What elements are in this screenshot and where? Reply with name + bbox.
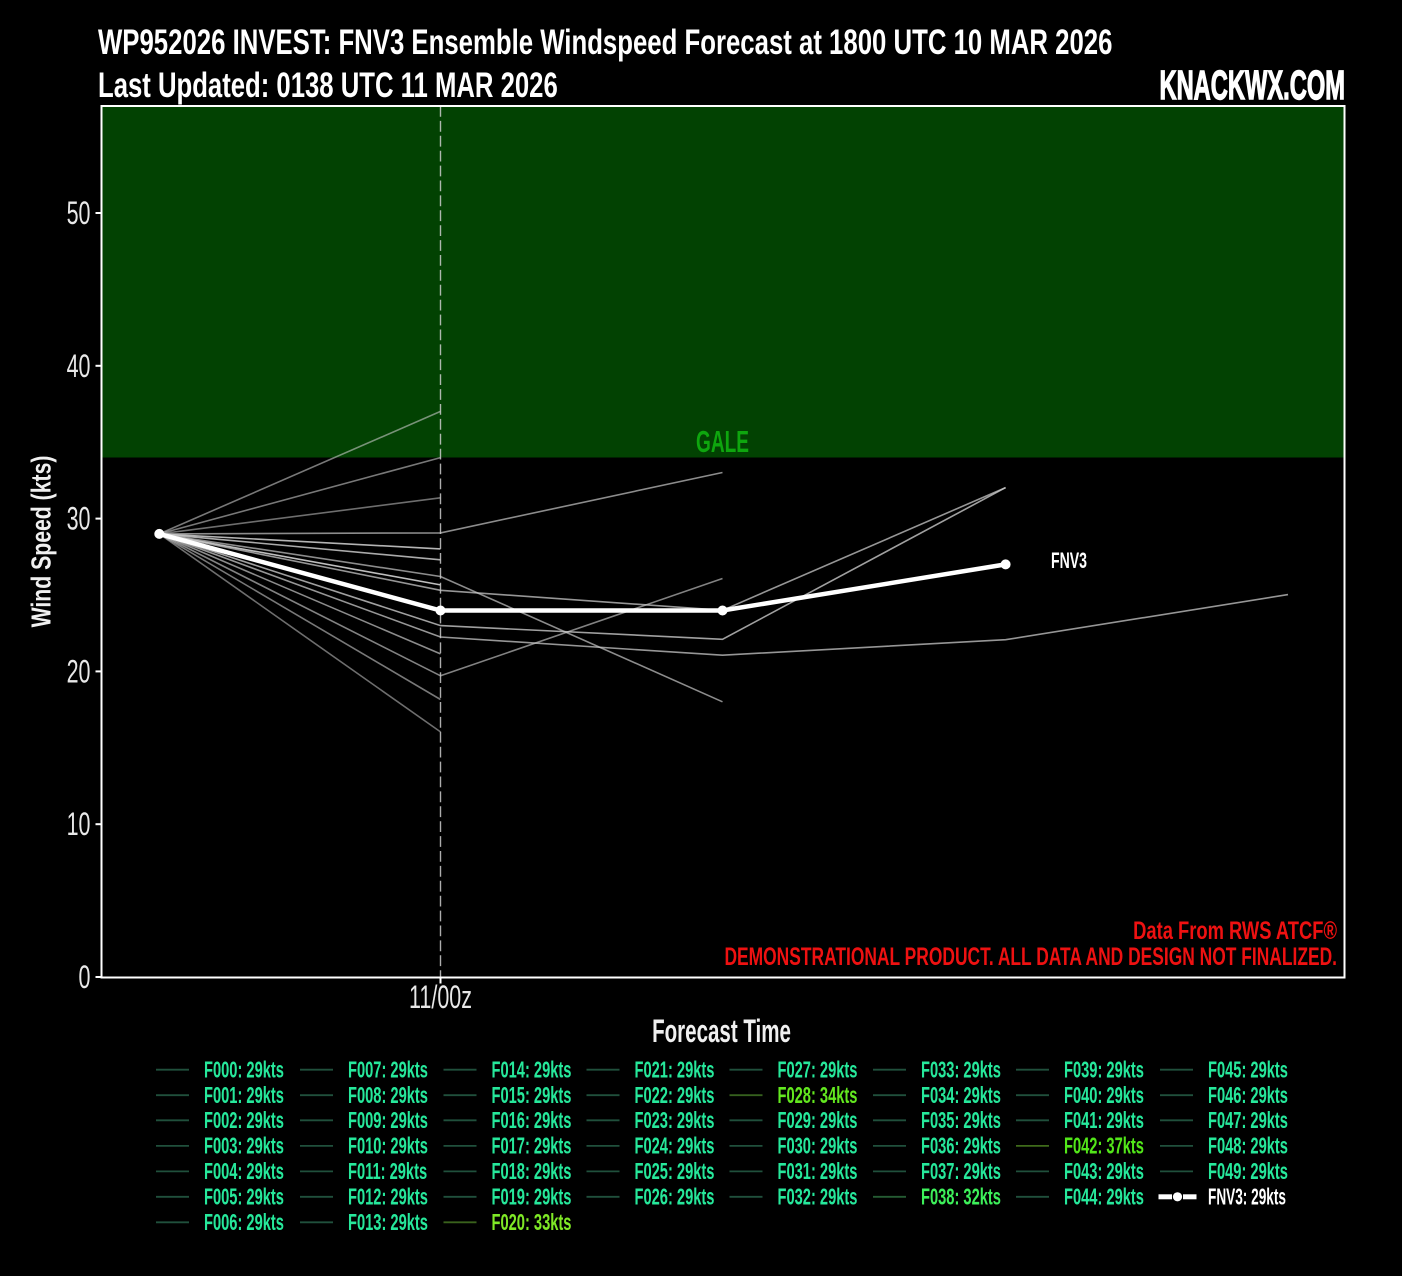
- svg-text:Forecast Time: Forecast Time: [652, 1013, 791, 1049]
- svg-text:20: 20: [67, 653, 91, 689]
- svg-text:F008: 29kts: F008: 29kts: [348, 1084, 428, 1109]
- svg-text:F027: 29kts: F027: 29kts: [778, 1058, 858, 1083]
- svg-text:KNACKWX.COM: KNACKWX.COM: [1159, 63, 1345, 108]
- svg-text:F029: 29kts: F029: 29kts: [778, 1109, 858, 1134]
- svg-text:Wind Speed (kts): Wind Speed (kts): [27, 456, 57, 628]
- svg-text:GALE: GALE: [696, 426, 749, 460]
- svg-text:0: 0: [79, 959, 91, 995]
- svg-text:F048: 29kts: F048: 29kts: [1208, 1135, 1288, 1160]
- svg-text:F039: 29kts: F039: 29kts: [1064, 1058, 1144, 1083]
- svg-text:F035: 29kts: F035: 29kts: [921, 1109, 1001, 1134]
- svg-text:DEMONSTRATIONAL PRODUCT. ALL D: DEMONSTRATIONAL PRODUCT. ALL DATA AND DE…: [724, 943, 1337, 971]
- svg-text:F038: 32kts: F038: 32kts: [921, 1185, 1001, 1210]
- svg-text:F046: 29kts: F046: 29kts: [1208, 1084, 1288, 1109]
- svg-text:F013: 29kts: F013: 29kts: [348, 1211, 428, 1236]
- svg-text:F026: 29kts: F026: 29kts: [635, 1185, 715, 1210]
- svg-text:F023: 29kts: F023: 29kts: [635, 1109, 715, 1134]
- svg-text:F049: 29kts: F049: 29kts: [1208, 1160, 1288, 1185]
- svg-text:F047: 29kts: F047: 29kts: [1208, 1109, 1288, 1134]
- svg-text:F018: 29kts: F018: 29kts: [492, 1160, 572, 1185]
- svg-text:F016: 29kts: F016: 29kts: [492, 1109, 572, 1134]
- svg-text:F019: 29kts: F019: 29kts: [492, 1185, 572, 1210]
- svg-text:F031: 29kts: F031: 29kts: [778, 1160, 858, 1185]
- svg-text:F020: 33kts: F020: 33kts: [492, 1211, 572, 1236]
- svg-text:40: 40: [67, 347, 91, 383]
- svg-text:WP952026 INVEST: FNV3 Ensemble: WP952026 INVEST: FNV3 Ensemble Windspeed…: [98, 22, 1112, 62]
- svg-text:FNV3: 29kts: FNV3: 29kts: [1208, 1185, 1286, 1211]
- svg-text:F004: 29kts: F004: 29kts: [204, 1160, 284, 1185]
- svg-text:Last Updated: 0138 UTC 11 MAR: Last Updated: 0138 UTC 11 MAR 2026: [98, 65, 558, 105]
- svg-text:F009: 29kts: F009: 29kts: [348, 1109, 428, 1134]
- svg-text:F040: 29kts: F040: 29kts: [1064, 1084, 1144, 1109]
- svg-text:F000: 29kts: F000: 29kts: [204, 1058, 284, 1083]
- svg-text:F032: 29kts: F032: 29kts: [778, 1185, 858, 1210]
- svg-text:F002: 29kts: F002: 29kts: [204, 1109, 284, 1134]
- svg-text:F037: 29kts: F037: 29kts: [921, 1160, 1001, 1185]
- svg-text:F041: 29kts: F041: 29kts: [1064, 1109, 1144, 1134]
- svg-text:Data From RWS ATCF®: Data From RWS ATCF®: [1133, 916, 1337, 944]
- svg-text:FNV3: FNV3: [1051, 548, 1087, 573]
- svg-text:F043: 29kts: F043: 29kts: [1064, 1160, 1144, 1185]
- svg-text:F024: 29kts: F024: 29kts: [635, 1135, 715, 1160]
- svg-text:F036: 29kts: F036: 29kts: [921, 1135, 1001, 1160]
- svg-text:30: 30: [67, 500, 91, 536]
- svg-text:F042: 37kts: F042: 37kts: [1064, 1135, 1144, 1160]
- svg-text:F017: 29kts: F017: 29kts: [492, 1135, 572, 1160]
- svg-text:F003: 29kts: F003: 29kts: [204, 1135, 284, 1160]
- svg-text:F005: 29kts: F005: 29kts: [204, 1185, 284, 1210]
- svg-text:F006: 29kts: F006: 29kts: [204, 1211, 284, 1236]
- svg-text:F014: 29kts: F014: 29kts: [492, 1058, 572, 1083]
- svg-text:11/00z: 11/00z: [409, 979, 472, 1015]
- svg-text:F015: 29kts: F015: 29kts: [492, 1084, 572, 1109]
- svg-text:F028: 34kts: F028: 34kts: [778, 1084, 858, 1109]
- svg-text:F030: 29kts: F030: 29kts: [778, 1135, 858, 1160]
- svg-text:F001: 29kts: F001: 29kts: [204, 1084, 284, 1109]
- svg-text:F025: 29kts: F025: 29kts: [635, 1160, 715, 1185]
- svg-text:F012: 29kts: F012: 29kts: [348, 1185, 428, 1210]
- svg-text:F044: 29kts: F044: 29kts: [1064, 1185, 1144, 1210]
- svg-text:F007: 29kts: F007: 29kts: [348, 1058, 428, 1083]
- svg-text:F022: 29kts: F022: 29kts: [635, 1084, 715, 1109]
- svg-text:F034: 29kts: F034: 29kts: [921, 1084, 1001, 1109]
- svg-text:F045: 29kts: F045: 29kts: [1208, 1058, 1288, 1083]
- svg-text:50: 50: [67, 195, 91, 231]
- svg-text:F033: 29kts: F033: 29kts: [921, 1058, 1001, 1083]
- svg-text:F011: 29kts: F011: 29kts: [348, 1160, 427, 1185]
- svg-text:F010: 29kts: F010: 29kts: [348, 1135, 428, 1160]
- svg-text:10: 10: [67, 806, 91, 842]
- svg-text:F021: 29kts: F021: 29kts: [635, 1058, 715, 1083]
